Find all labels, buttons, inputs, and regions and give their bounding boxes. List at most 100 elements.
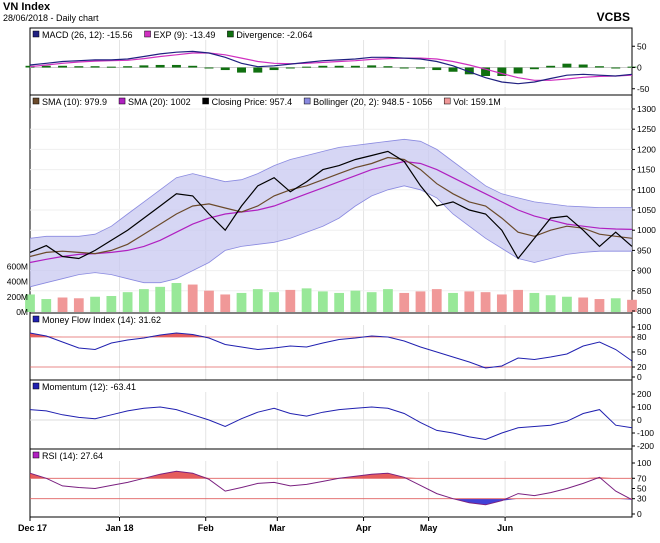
macd-divergence-bar xyxy=(74,66,84,68)
volume-bar xyxy=(317,291,328,312)
price-ytick-label-4: 1100 xyxy=(637,185,656,195)
momentum-legend-label-0: Momentum (12): -63.41 xyxy=(42,382,136,392)
macd-divergence-bar xyxy=(220,67,230,71)
macd-divergence-bar xyxy=(269,67,279,71)
macd-ytick-label-1: 0 xyxy=(637,63,642,73)
x-axis-label-6: Jun xyxy=(497,523,513,533)
macd-divergence-bar xyxy=(171,64,181,68)
mfi-legend-label-0: Money Flow Index (14): 31.62 xyxy=(42,315,161,325)
x-axis-label-4: Apr xyxy=(356,523,372,533)
price-legend-swatch-0 xyxy=(32,97,40,105)
macd-divergence-bar xyxy=(481,67,491,76)
header-brand: VCBS xyxy=(596,10,630,24)
macd-ytick-label-2: -50 xyxy=(637,84,650,94)
x-axis-label-3: Mar xyxy=(269,523,286,533)
macd-divergence-bar xyxy=(399,67,409,69)
macd-divergence-bar xyxy=(106,66,116,68)
volume-bar xyxy=(25,294,35,312)
macd-divergence-bar xyxy=(237,67,246,73)
rsi-panel-frame xyxy=(29,448,633,518)
x-axis-label-1: Jan 18 xyxy=(105,523,133,533)
volume-bar xyxy=(220,294,231,312)
momentum-ytick-label-3: -100 xyxy=(637,428,654,438)
sma20-line xyxy=(29,160,633,264)
volume-bar xyxy=(187,284,198,312)
macd-legend-label-0: MACD (26, 12): -15.56 xyxy=(42,30,133,40)
volume-bar xyxy=(545,295,556,312)
bollinger-upper-line xyxy=(29,138,632,239)
macd-divergence-bar xyxy=(367,65,377,68)
macd-legend-swatch-0 xyxy=(32,30,40,38)
price-legend-swatch-2 xyxy=(202,97,209,105)
price-ytick-label-5: 1050 xyxy=(637,205,656,215)
price-ytick-label-10: 800 xyxy=(637,306,651,316)
price-ytick-label-3: 1150 xyxy=(637,165,656,175)
macd-divergence-bar xyxy=(41,65,51,68)
rsi-legend-label-0: RSI (14): 27.64 xyxy=(42,451,103,461)
rsi-line xyxy=(29,470,633,506)
macd-legend-label-1: EXP (9): -13.49 xyxy=(154,30,216,40)
bollinger-band xyxy=(30,139,632,287)
mfi-legend-swatch-0 xyxy=(32,315,40,323)
volume-bar xyxy=(155,286,166,312)
volume-bar xyxy=(562,296,572,312)
volume-bar xyxy=(399,292,410,312)
macd-divergence-bar xyxy=(350,65,360,68)
macd-divergence-bar xyxy=(464,67,474,75)
volume-bar xyxy=(171,283,182,312)
volume-bar xyxy=(301,288,312,312)
macd-divergence-bar xyxy=(448,67,458,72)
macd-divergence-bar xyxy=(529,67,539,70)
price-ytick-label-6: 1000 xyxy=(637,225,656,235)
volume-bar xyxy=(496,294,507,312)
mfi-overbought-fill xyxy=(143,333,209,337)
rsi-ytick-label-1: 70 xyxy=(637,473,647,483)
momentum-line xyxy=(29,406,633,441)
momentum-legend-swatch-0 xyxy=(32,382,40,390)
volume-bar xyxy=(90,296,100,312)
mfi-ytick-label-4: 0 xyxy=(637,372,642,382)
macd-divergence-bar xyxy=(432,67,442,71)
volume-bar xyxy=(513,289,523,312)
volume-tick-label-0: 600M xyxy=(7,261,28,271)
price-legend-label-3: Bollinger (20, 2): 948.5 - 1056 xyxy=(313,97,432,107)
price-ytick-label-0: 1300 xyxy=(637,104,656,114)
x-axis-label-5: May xyxy=(420,523,438,533)
macd-divergence-bar xyxy=(188,65,198,68)
price-legend-label-1: SMA (20): 1002 xyxy=(128,97,191,107)
volume-bar xyxy=(204,290,214,312)
header-subtitle: 28/06/2018 - Daily chart xyxy=(3,13,99,23)
sma10-line xyxy=(29,156,633,258)
price-legend-label-0: SMA (10): 979.9 xyxy=(42,97,107,107)
price-ytick-label-1: 1250 xyxy=(637,124,656,134)
x-axis-label-2: Feb xyxy=(198,523,215,533)
volume-bar xyxy=(610,298,621,312)
macd-divergence-bar xyxy=(90,66,100,68)
bollinger-lower-line xyxy=(29,185,632,288)
momentum-ytick-label-4: -200 xyxy=(637,441,654,451)
volume-bar xyxy=(464,291,475,312)
volume-bar xyxy=(415,291,426,312)
macd-divergence-bar xyxy=(416,67,425,69)
volume-bar xyxy=(252,289,263,312)
x-axis-label-0: Dec 17 xyxy=(18,523,47,533)
macd-divergence-bar xyxy=(204,67,214,69)
price-ytick-label-8: 900 xyxy=(637,266,651,276)
macd-divergence-bar xyxy=(546,65,556,68)
volume-bar xyxy=(139,289,149,312)
volume-bar xyxy=(480,292,491,312)
price-legend-label-2: Closing Price: 957.4 xyxy=(212,97,293,107)
price-legend-swatch-3 xyxy=(303,97,311,105)
macd-divergence-bar xyxy=(253,67,263,73)
volume-bar xyxy=(73,298,84,312)
volume-bar xyxy=(57,297,68,312)
volume-bar xyxy=(334,292,345,312)
volume-tick-label-2: 200M xyxy=(7,292,28,302)
volume-bar xyxy=(106,295,117,312)
price-legend-swatch-1 xyxy=(118,97,126,105)
macd-legend-swatch-2 xyxy=(227,30,234,38)
mfi-line xyxy=(29,332,633,369)
mfi-ytick-label-0: 100 xyxy=(637,322,651,332)
